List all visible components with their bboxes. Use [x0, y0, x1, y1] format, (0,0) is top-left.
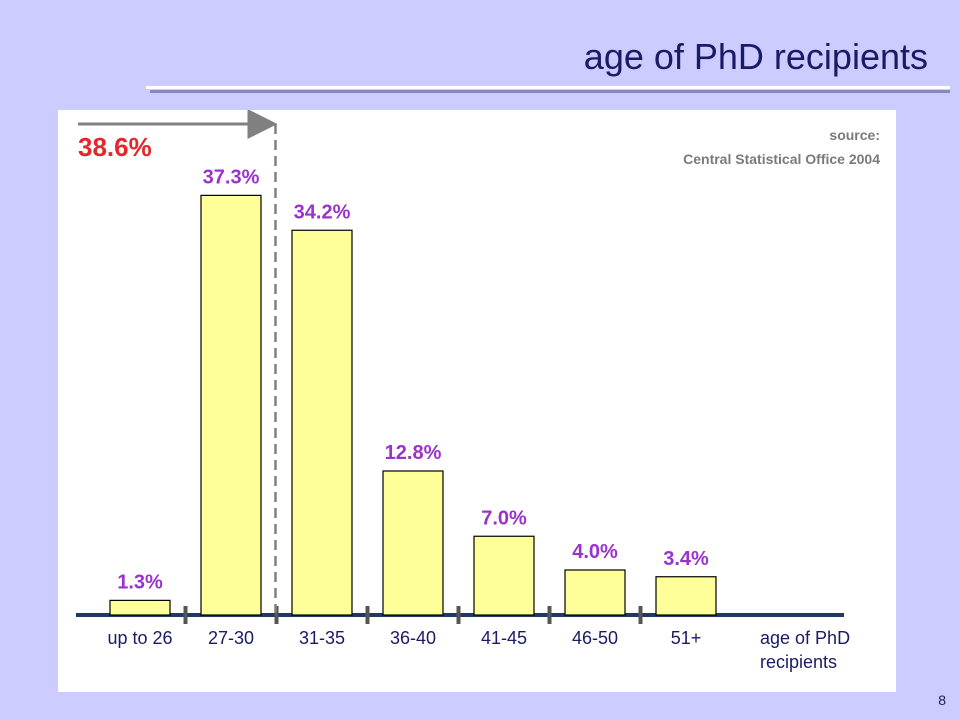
bar-value-label: 7.0% [481, 507, 527, 529]
bar [200, 194, 262, 616]
bar-value-label: 34.2% [294, 201, 351, 223]
page-number: 8 [938, 692, 946, 708]
category-label: 27-30 [208, 628, 254, 648]
category-label: 31-35 [299, 628, 345, 648]
x-axis-title-line: age of PhD [760, 628, 850, 648]
title-rule-shadow [150, 90, 950, 93]
category-label: 46-50 [572, 628, 618, 648]
bar [109, 599, 171, 616]
age-distribution-chart: 1.3% up to 26 37.3% 27-30 34.2% 31-35 12.8% 36-… [76, 110, 880, 672]
category-label: up to 26 [107, 628, 172, 648]
bar-value-label: 4.0% [572, 541, 618, 563]
slide-title: age of PhD recipients [583, 36, 928, 77]
x-axis-title-line: recipients [760, 652, 837, 672]
category-label: 41-45 [481, 628, 527, 648]
bar-value-label: 37.3% [203, 166, 260, 188]
bar [473, 535, 535, 616]
source-note-line: source: [829, 127, 880, 143]
bar [291, 229, 353, 616]
chart-panel: 1.3% up to 26 37.3% 27-30 34.2% 31-35 12.8% 36-… [58, 110, 896, 692]
bar-value-label: 3.4% [663, 548, 709, 570]
cumulative-label: 38.6% [78, 132, 152, 162]
bar-value-label: 12.8% [385, 442, 442, 464]
bar [382, 470, 444, 616]
category-label: 51+ [671, 628, 702, 648]
bar-value-label: 1.3% [117, 571, 163, 593]
category-label: 36-40 [390, 628, 436, 648]
title-rule [146, 86, 950, 89]
source-note-line: Central Statistical Office 2004 [683, 151, 880, 167]
bar [655, 576, 717, 616]
bar [564, 569, 626, 616]
